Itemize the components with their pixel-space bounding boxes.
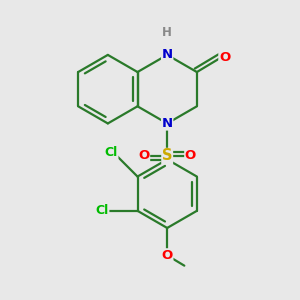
Text: H: H (162, 26, 172, 39)
Text: S: S (162, 148, 172, 164)
Text: O: O (138, 149, 149, 163)
Text: Cl: Cl (95, 204, 109, 217)
Text: O: O (219, 51, 230, 64)
Text: N: N (162, 48, 173, 62)
Text: O: O (185, 149, 196, 163)
Text: O: O (162, 249, 173, 262)
Text: N: N (162, 117, 173, 130)
Text: Cl: Cl (105, 146, 118, 159)
